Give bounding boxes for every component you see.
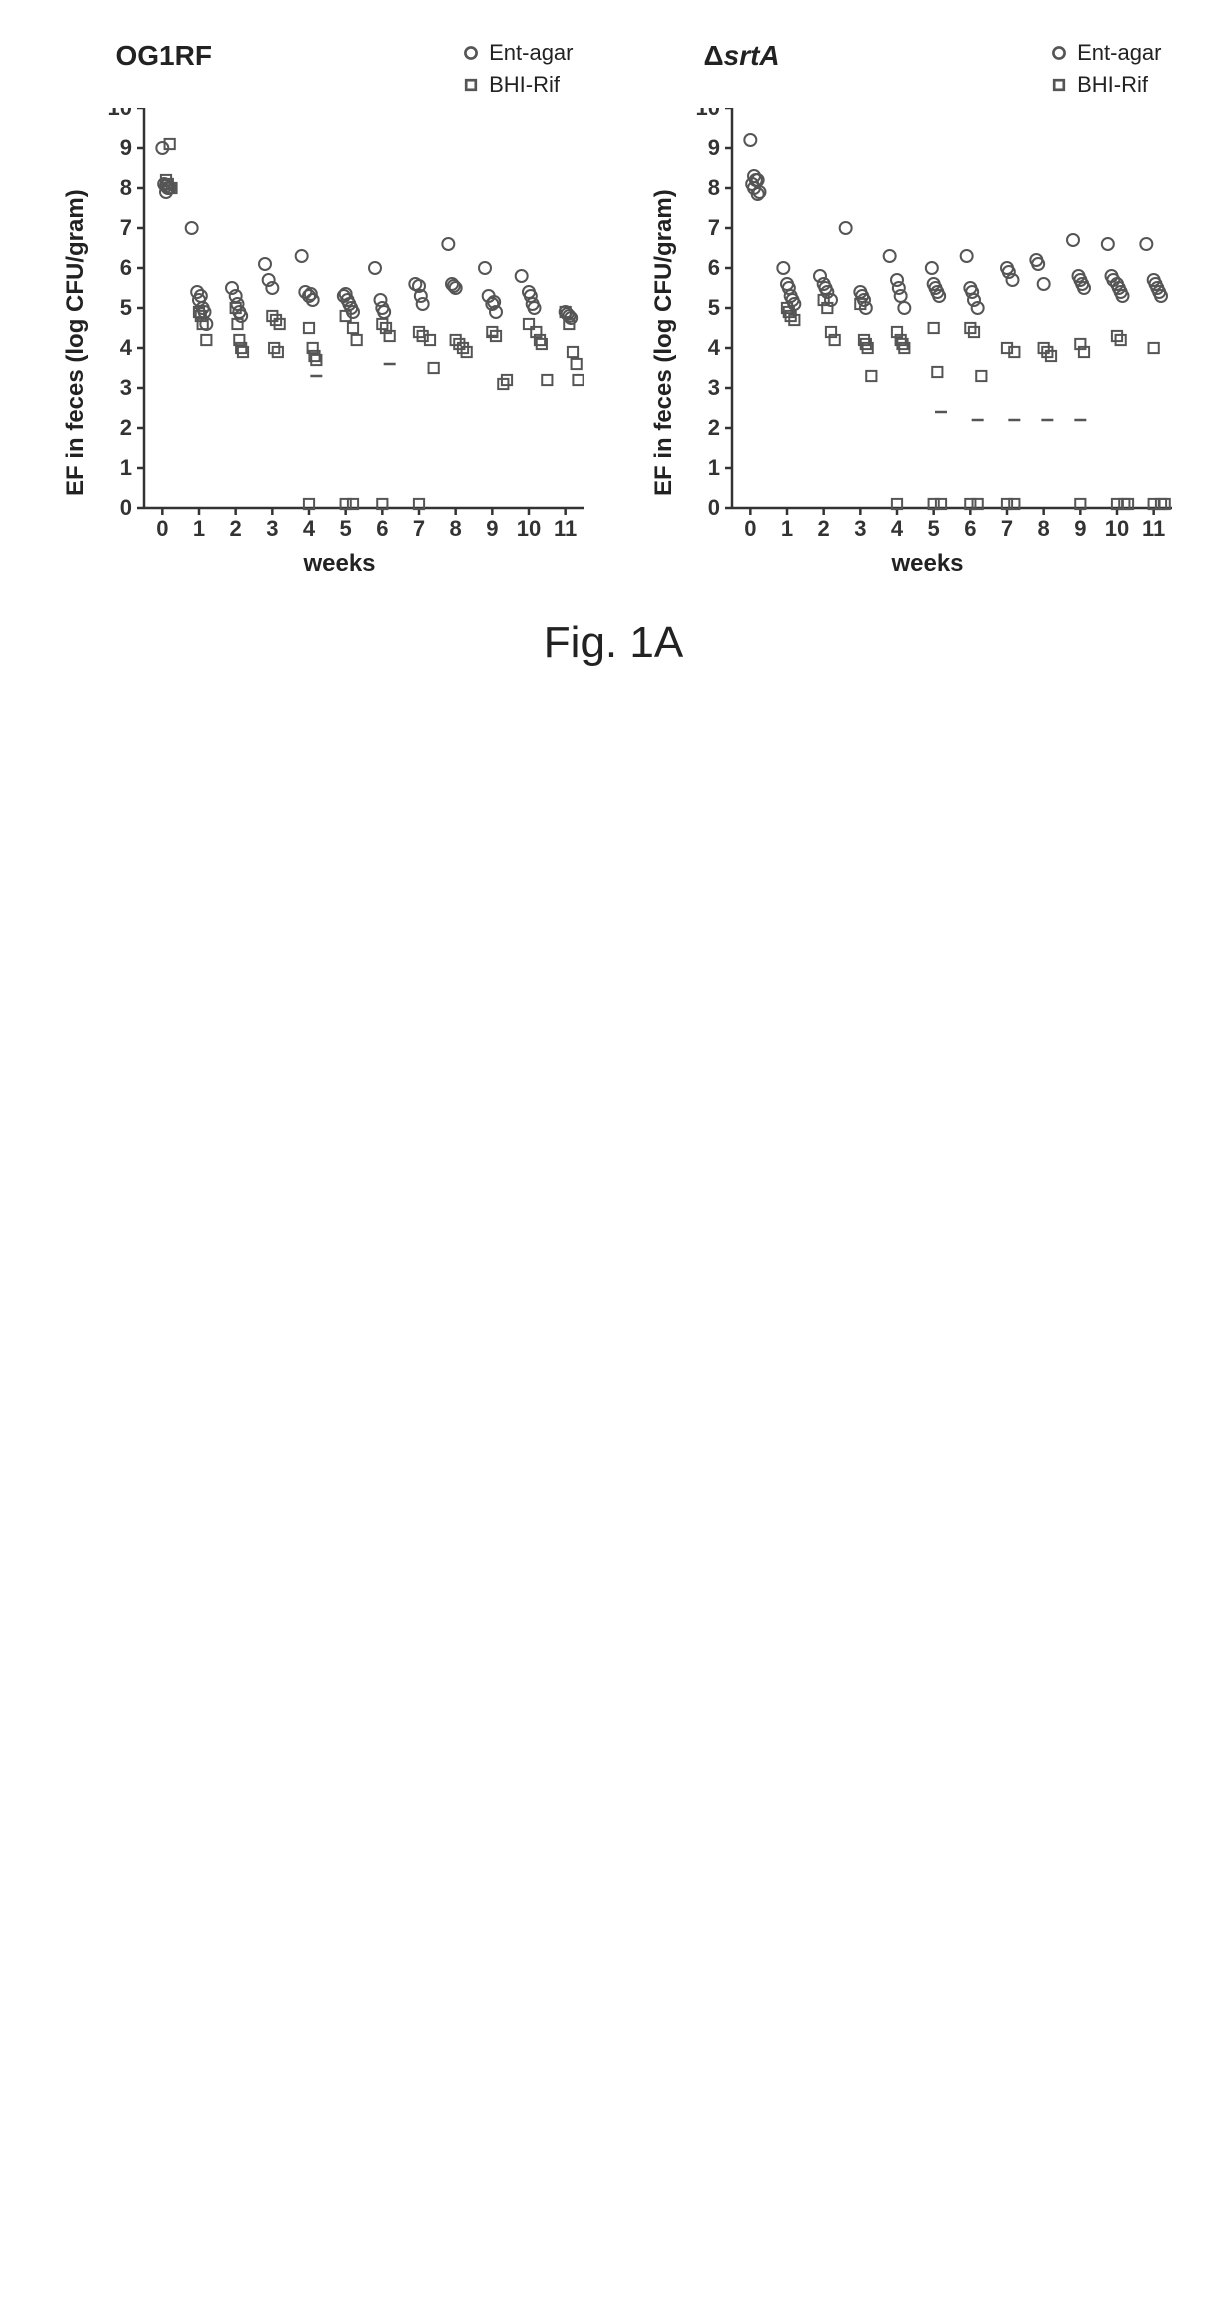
svg-text:7: 7: [1000, 516, 1012, 541]
legend-label: Ent-agar: [489, 40, 573, 66]
svg-text:4: 4: [302, 516, 315, 541]
svg-text:1: 1: [192, 516, 204, 541]
svg-text:8: 8: [449, 516, 461, 541]
legend-label: BHI-Rif: [1077, 72, 1148, 98]
svg-text:6: 6: [707, 255, 719, 280]
plot-column: 01234567891001234567891011 weeks: [96, 108, 584, 578]
svg-text:4: 4: [890, 516, 903, 541]
circle-icon: [1051, 45, 1067, 61]
x-axis-label: weeks: [96, 550, 584, 578]
chart-legend: Ent-agar BHI-Rif: [463, 40, 573, 98]
svg-text:3: 3: [119, 375, 131, 400]
svg-text:0: 0: [156, 516, 168, 541]
svg-text:5: 5: [927, 516, 939, 541]
svg-text:9: 9: [486, 516, 498, 541]
svg-text:11: 11: [554, 516, 577, 541]
y-axis-label: EF in feces (log CFU/gram): [644, 108, 684, 578]
scatter-plot: 01234567891001234567891011: [96, 108, 584, 546]
svg-text:10: 10: [516, 516, 540, 541]
chart-block-0: OG1RF Ent-agar BHI-Rif EF in feces (log C…: [56, 40, 584, 578]
svg-text:2: 2: [229, 516, 241, 541]
plot-column: 01234567891001234567891011 weeks: [684, 108, 1172, 578]
svg-text:4: 4: [707, 335, 720, 360]
legend-item: Ent-agar: [463, 40, 573, 66]
chart-legend: Ent-agar BHI-Rif: [1051, 40, 1161, 98]
svg-text:1: 1: [780, 516, 792, 541]
legend-item: BHI-Rif: [1051, 72, 1161, 98]
svg-text:5: 5: [339, 516, 351, 541]
scatter-plot: 01234567891001234567891011: [684, 108, 1172, 546]
chart-header: OG1RF Ent-agar BHI-Rif: [56, 40, 584, 98]
x-axis-label: weeks: [684, 550, 1172, 578]
y-axis-label: EF in feces (log CFU/gram): [56, 108, 96, 578]
svg-text:7: 7: [412, 516, 424, 541]
svg-text:0: 0: [707, 495, 719, 520]
svg-text:9: 9: [119, 135, 131, 160]
svg-text:3: 3: [707, 375, 719, 400]
svg-text:5: 5: [119, 295, 131, 320]
chart-title: OG1RF: [116, 40, 212, 72]
svg-text:8: 8: [707, 175, 719, 200]
chart-header: ΔsrtA Ent-agar BHI-Rif: [644, 40, 1172, 98]
chart-title: ΔsrtA: [704, 40, 780, 72]
svg-text:7: 7: [707, 215, 719, 240]
legend-label: BHI-Rif: [489, 72, 560, 98]
plot-wrap: EF in feces (log CFU/gram) 0123456789100…: [56, 108, 584, 578]
svg-text:0: 0: [744, 516, 756, 541]
svg-text:10: 10: [695, 108, 719, 120]
figure-container: OG1RF Ent-agar BHI-Rif EF in feces (log C…: [20, 40, 1207, 668]
svg-text:2: 2: [707, 415, 719, 440]
legend-label: Ent-agar: [1077, 40, 1161, 66]
figure-caption: Fig. 1A: [544, 618, 683, 668]
svg-text:2: 2: [119, 415, 131, 440]
square-icon: [1051, 77, 1067, 93]
svg-text:7: 7: [119, 215, 131, 240]
charts-row: OG1RF Ent-agar BHI-Rif EF in feces (log C…: [56, 40, 1172, 578]
svg-text:3: 3: [266, 516, 278, 541]
chart-block-1: ΔsrtA Ent-agar BHI-Rif EF in feces (log C…: [644, 40, 1172, 578]
legend-item: Ent-agar: [1051, 40, 1161, 66]
plot-wrap: EF in feces (log CFU/gram) 0123456789100…: [644, 108, 1172, 578]
svg-text:1: 1: [707, 455, 719, 480]
svg-text:1: 1: [119, 455, 131, 480]
svg-text:10: 10: [107, 108, 131, 120]
svg-text:6: 6: [119, 255, 131, 280]
svg-text:9: 9: [707, 135, 719, 160]
svg-text:4: 4: [119, 335, 132, 360]
circle-icon: [463, 45, 479, 61]
svg-text:2: 2: [817, 516, 829, 541]
svg-text:8: 8: [119, 175, 131, 200]
svg-text:6: 6: [376, 516, 388, 541]
svg-text:3: 3: [854, 516, 866, 541]
svg-text:6: 6: [964, 516, 976, 541]
square-icon: [463, 77, 479, 93]
svg-text:5: 5: [707, 295, 719, 320]
svg-text:10: 10: [1104, 516, 1128, 541]
legend-item: BHI-Rif: [463, 72, 573, 98]
svg-text:11: 11: [1142, 516, 1165, 541]
svg-text:8: 8: [1037, 516, 1049, 541]
svg-text:0: 0: [119, 495, 131, 520]
svg-text:9: 9: [1074, 516, 1086, 541]
